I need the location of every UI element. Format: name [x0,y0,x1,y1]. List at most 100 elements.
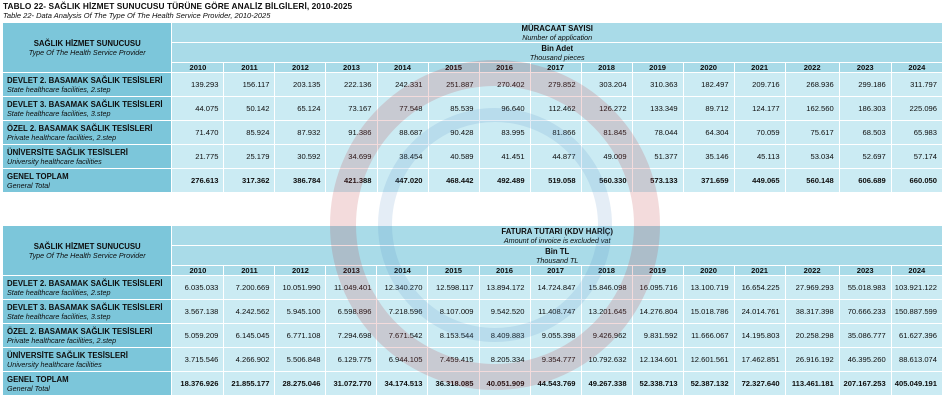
value-cell: 14.276.804 [631,299,684,324]
year-header: 2020 [682,265,735,276]
measure-title-en: Number of application [522,32,593,42]
value-cell: 405.049.191 [890,371,944,396]
value-cell: 139.293 [171,72,225,97]
value-cell: 299.186 [838,72,892,97]
value-cell: 50.142 [223,96,276,121]
table-row: GENEL TOPLAM General Total 276.613 317.362 3… [1,168,944,193]
value-cell: 65.983 [890,120,944,145]
value-cell: 16.654.225 [733,275,786,300]
row-label: ÖZEL 2. BASAMAK SAĞLIK TESİSLERİ [7,326,153,336]
value-cell: 270.402 [478,72,531,97]
value-cell: 52.387.132 [682,371,735,396]
value-cell: 8.409.883 [478,323,531,348]
value-cell: 31.072.770 [325,371,378,396]
table-row: ÜNİVERSİTE SAĞLIK TESİSLERİ University he… [1,347,944,372]
row-label-cell: DEVLET 3. BASAMAK SAĞLIK TESİSLERİ State … [1,299,173,324]
value-cell: 44.075 [171,96,225,121]
value-cell: 268.936 [784,72,840,97]
row-label: DEVLET 2. BASAMAK SAĞLIK TESİSLERİ [7,278,163,288]
value-cell: 7.671.542 [376,323,429,348]
row-label-cell: ÜNİVERSİTE SAĞLIK TESİSLERİ University he… [1,347,173,372]
year-header: 2024 [890,265,944,276]
value-cell: 85.539 [427,96,480,121]
year-header: 2016 [478,62,531,73]
value-cell: 14.195.803 [733,323,786,348]
value-cell: 25.179 [223,144,276,169]
value-cell: 6.129.775 [325,347,378,372]
row-label-cell: GENEL TOPLAM General Total [1,168,173,193]
value-cell: 35.086.777 [838,323,892,348]
value-cell: 38.454 [376,144,429,169]
row-label-cell: ÖZEL 2. BASAMAK SAĞLIK TESİSLERİ Private … [1,323,173,348]
value-cell: 421.388 [325,168,378,193]
value-cell: 81.866 [529,120,582,145]
value-cell: 24.014.761 [733,299,786,324]
value-cell: 225.096 [890,96,944,121]
value-cell: 83.995 [478,120,531,145]
unit-label: Bin Adet [541,43,574,53]
provider-header: SAĞLIK HİZMET SUNUCUSU [33,241,141,251]
value-cell: 560.330 [580,168,633,193]
value-cell: 13.100.719 [682,275,735,300]
value-cell: 14.724.847 [529,275,582,300]
row-label: ÜNİVERSİTE SAĞLIK TESİSLERİ [7,350,128,360]
value-cell: 150.887.599 [890,299,944,324]
value-cell: 64.304 [682,120,735,145]
value-cell: 310.363 [631,72,684,97]
value-cell: 447.020 [376,168,429,193]
value-cell: 371.659 [682,168,735,193]
value-cell: 34.699 [325,144,378,169]
row-label-cell: DEVLET 2. BASAMAK SAĞLIK TESİSLERİ State … [1,72,173,97]
value-cell: 13.894.172 [478,275,531,300]
value-cell: 96.640 [478,96,531,121]
row-label-en: State healthcare facilities, 2.step [7,287,111,297]
year-header: 2013 [325,62,378,73]
year-header: 2015 [427,62,480,73]
value-cell: 492.489 [478,168,531,193]
value-cell: 28.275.046 [274,371,327,396]
year-header: 2010 [171,62,225,73]
value-cell: 78.044 [631,120,684,145]
year-header: 2010 [171,265,225,276]
value-cell: 9.426.962 [580,323,633,348]
value-cell: 68.503 [838,120,892,145]
value-cell: 44.543.769 [529,371,582,396]
value-cell: 21.775 [171,144,225,169]
provider-header-en: Type Of The Health Service Provider [28,250,146,260]
value-cell: 36.318.085 [427,371,480,396]
value-cell: 279.852 [529,72,582,97]
value-cell: 3.715.546 [171,347,225,372]
year-header: 2012 [274,265,327,276]
value-cell: 85.924 [223,120,276,145]
value-cell: 112.462 [529,96,582,121]
row-label-cell: DEVLET 2. BASAMAK SAĞLIK TESİSLERİ State … [1,275,173,300]
value-cell: 61.627.396 [890,323,944,348]
value-cell: 10.792.632 [580,347,633,372]
value-cell: 17.462.851 [733,347,786,372]
value-cell: 57.174 [890,144,944,169]
value-cell: 52.697 [838,144,892,169]
provider-header: SAĞLIK HİZMET SUNUCUSU [33,38,141,48]
value-cell: 9.354.777 [529,347,582,372]
value-cell: 41.451 [478,144,531,169]
year-header: 2011 [223,62,276,73]
value-cell: 70.666.233 [838,299,892,324]
value-cell: 276.613 [171,168,225,193]
value-cell: 560.148 [784,168,840,193]
value-cell: 103.921.122 [890,275,944,300]
year-header: 2024 [890,62,944,73]
value-cell: 8.153.544 [427,323,480,348]
row-label-cell: ÜNİVERSİTE SAĞLIK TESİSLERİ University he… [1,144,173,169]
page-title: TABLO 22- SAĞLIK HİZMET SUNUCUSU TÜRÜNE … [3,1,353,11]
row-label-en: University healthcare facilities [7,156,102,166]
year-header: 2019 [631,62,684,73]
provider-header-cell: SAĞLIK HİZMET SUNUCUSU Type Of The Health… [1,225,173,276]
unit-label-en: Thousand pieces [529,52,585,62]
value-cell: 73.167 [325,96,378,121]
value-cell: 7.459.415 [427,347,480,372]
value-cell: 8.205.334 [478,347,531,372]
row-label: DEVLET 3. BASAMAK SAĞLIK TESİSLERİ [7,302,163,312]
value-cell: 90.428 [427,120,480,145]
value-cell: 133.349 [631,96,684,121]
value-cell: 222.136 [325,72,378,97]
